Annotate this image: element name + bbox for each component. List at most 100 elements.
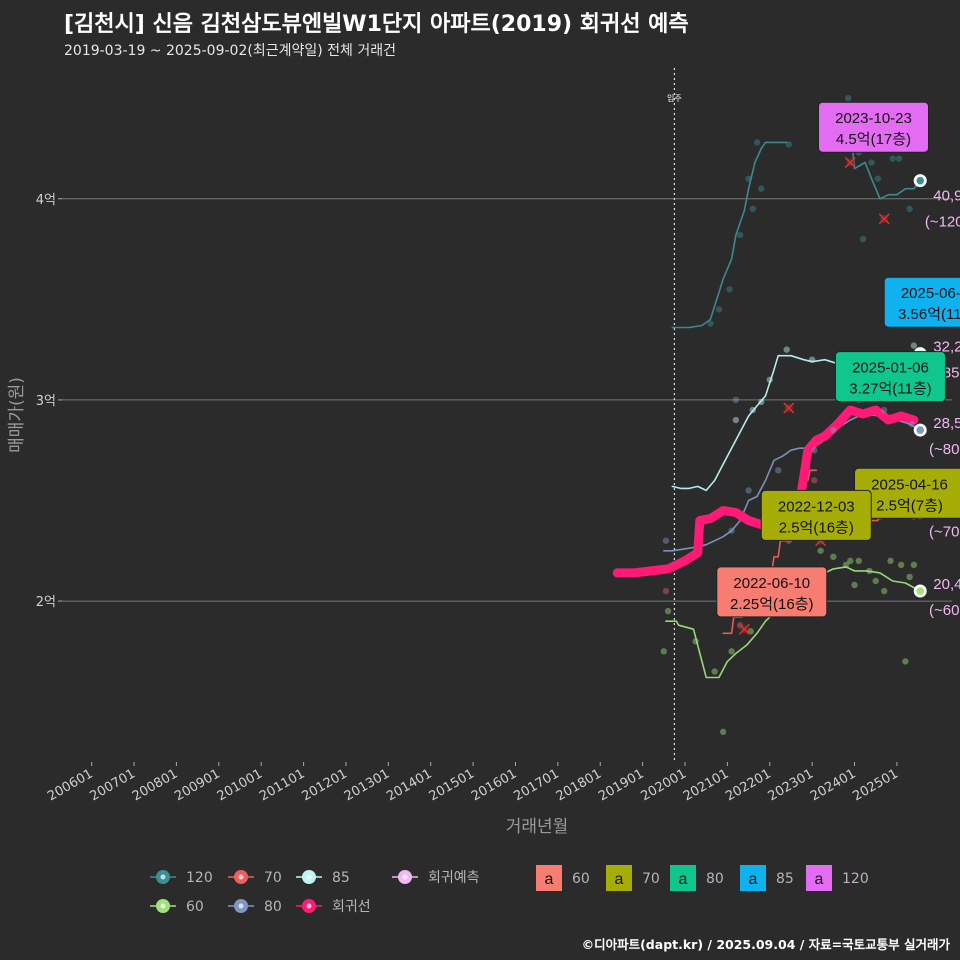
x-axis-label: 거래년월 <box>506 817 569 837</box>
point-60-1 <box>664 607 672 615</box>
source-caption: ©디아파트(dapt.kr) / 2025.09.04 / 자료=국토교통부 실… <box>581 937 950 952</box>
legend-dot-core-6 <box>306 903 312 909</box>
annotation-date-3: 2025-04-16 <box>871 476 948 493</box>
endpoint-value-80: 28,525 <box>933 415 960 432</box>
point-80-7 <box>880 406 888 414</box>
annotation-box-0 <box>818 101 929 153</box>
x-tick-label-1: 200701 <box>88 766 138 804</box>
x-tick-label-2: 200801 <box>130 766 180 804</box>
point-80-0 <box>662 537 670 544</box>
endpoint-area-70: (~70㎡) <box>929 524 960 541</box>
point-60-14 <box>855 557 862 565</box>
legend-box-glyph-4: a <box>815 871 824 888</box>
legend-label-0: 120 <box>186 870 213 886</box>
point-70-8 <box>662 587 670 595</box>
point-70-4 <box>811 477 818 484</box>
x-tick-label-0: 200601 <box>45 766 95 804</box>
axes: 2억 3억 4억 2006012007012008012009012010012011… <box>7 68 901 837</box>
annotation-price-2: 3.27억(11층) <box>849 381 931 398</box>
point-120-1 <box>745 175 752 182</box>
point-60-24 <box>847 557 854 565</box>
legend-box-label-2: 80 <box>706 871 724 887</box>
annotation-price-4: 2.5억(16층) <box>779 519 854 536</box>
endpoint-dot-120 <box>916 176 925 185</box>
point-60-16 <box>872 577 879 585</box>
x-tick-label-6: 201201 <box>299 766 349 804</box>
annotation-date-4: 2022-12-03 <box>778 498 855 515</box>
legend-dot-core-3 <box>402 874 408 880</box>
endpoint-dot-80 <box>916 426 925 434</box>
y-tick-label-1: 3억 <box>36 394 56 409</box>
legend: 120 70 85 회귀예측 60 80 회귀선 a 60 a 70 a 80 a 85 a 120 <box>150 865 869 915</box>
annotation-date-0: 2023-10-23 <box>835 110 912 127</box>
legend-dot-core-4 <box>160 903 166 909</box>
point-60-15 <box>866 567 873 575</box>
legend-box-0 <box>536 865 562 891</box>
annotation-price-0: 4.5억(17층) <box>836 131 911 148</box>
point-60-0 <box>660 648 668 655</box>
point-60-20 <box>906 573 913 581</box>
y-tick-label-2: 4억 <box>36 193 56 208</box>
x-tick-label-16: 202201 <box>723 766 773 804</box>
legend-box-4 <box>806 865 832 891</box>
cancel-x-3 <box>783 402 795 414</box>
point-60-19 <box>897 561 905 569</box>
x-tick-label-8: 201401 <box>384 766 434 804</box>
point-120-13 <box>707 320 714 327</box>
annotation-price-3: 2.5억(7층) <box>876 497 943 514</box>
annotations: 2023-10-23 4.5억(17층) 2025-06-27 3.56억(11층) 2… <box>716 101 960 618</box>
legend-box-label-1: 70 <box>642 871 660 887</box>
legend-label-1: 70 <box>264 870 282 886</box>
legend-box-label-4: 120 <box>842 871 869 887</box>
point-120-11 <box>906 205 913 213</box>
legend-label-6: 회귀선 <box>332 899 371 915</box>
point-85-7 <box>910 342 918 349</box>
endpoint-area-120: (~120㎡) <box>925 214 960 231</box>
point-120-0 <box>736 231 744 239</box>
x-tick-label-9: 201501 <box>427 766 477 804</box>
point-60-13 <box>842 561 850 569</box>
point-80-5 <box>830 426 837 434</box>
y-axis-label: 매매가(원) <box>7 377 27 453</box>
chart-title: [김천시] 신음 김천삼도뷰엔빌W1단지 아파트(2019) 회귀선 예측 <box>64 12 689 37</box>
x-tick-label-19: 202501 <box>850 766 900 804</box>
endpoint-value-120: 40,923 <box>933 188 960 205</box>
point-120-9 <box>889 155 896 162</box>
point-85-0 <box>732 416 740 424</box>
legend-dot-core-5 <box>238 903 244 909</box>
point-80-3 <box>775 467 782 474</box>
annotation-date-1: 2025-06-27 <box>901 285 960 302</box>
point-85-3 <box>783 346 790 353</box>
point-80-4 <box>811 447 818 454</box>
series-line-120-0 <box>671 141 788 329</box>
point-85-1 <box>749 406 757 414</box>
move-in-label: 입주 <box>667 94 682 103</box>
point-60-2 <box>692 638 699 645</box>
point-60-5 <box>728 648 735 655</box>
point-80-1 <box>728 527 735 534</box>
point-120-15 <box>785 141 793 148</box>
legend-box-3 <box>740 865 766 891</box>
x-tick-label-3: 200901 <box>172 766 222 804</box>
legend-label-5: 80 <box>264 899 282 915</box>
cancel-x-1 <box>878 213 890 225</box>
point-120-2 <box>749 205 757 213</box>
legend-box-glyph-0: a <box>545 871 554 888</box>
point-120-14 <box>726 286 733 293</box>
x-tick-label-15: 202101 <box>681 766 731 804</box>
legend-box-label-0: 60 <box>572 871 590 887</box>
x-tick-label-10: 201601 <box>469 766 519 804</box>
chart-subtitle: 2019-03-19 ~ 2025-09-02(최근계약일) 전체 거래건 <box>64 43 396 59</box>
legend-label-3: 회귀예측 <box>428 870 480 886</box>
legend-label-4: 60 <box>186 899 204 915</box>
point-60-22 <box>902 658 909 665</box>
x-tick-label-12: 201801 <box>554 766 604 804</box>
annotation-price-1: 3.56억(11층) <box>898 306 960 323</box>
point-60-21 <box>910 561 918 569</box>
point-120-7 <box>868 159 875 166</box>
cancel-x-5 <box>738 623 750 635</box>
point-85-8 <box>758 398 765 406</box>
point-60-23 <box>851 581 858 589</box>
x-tick-label-18: 202401 <box>808 766 858 804</box>
